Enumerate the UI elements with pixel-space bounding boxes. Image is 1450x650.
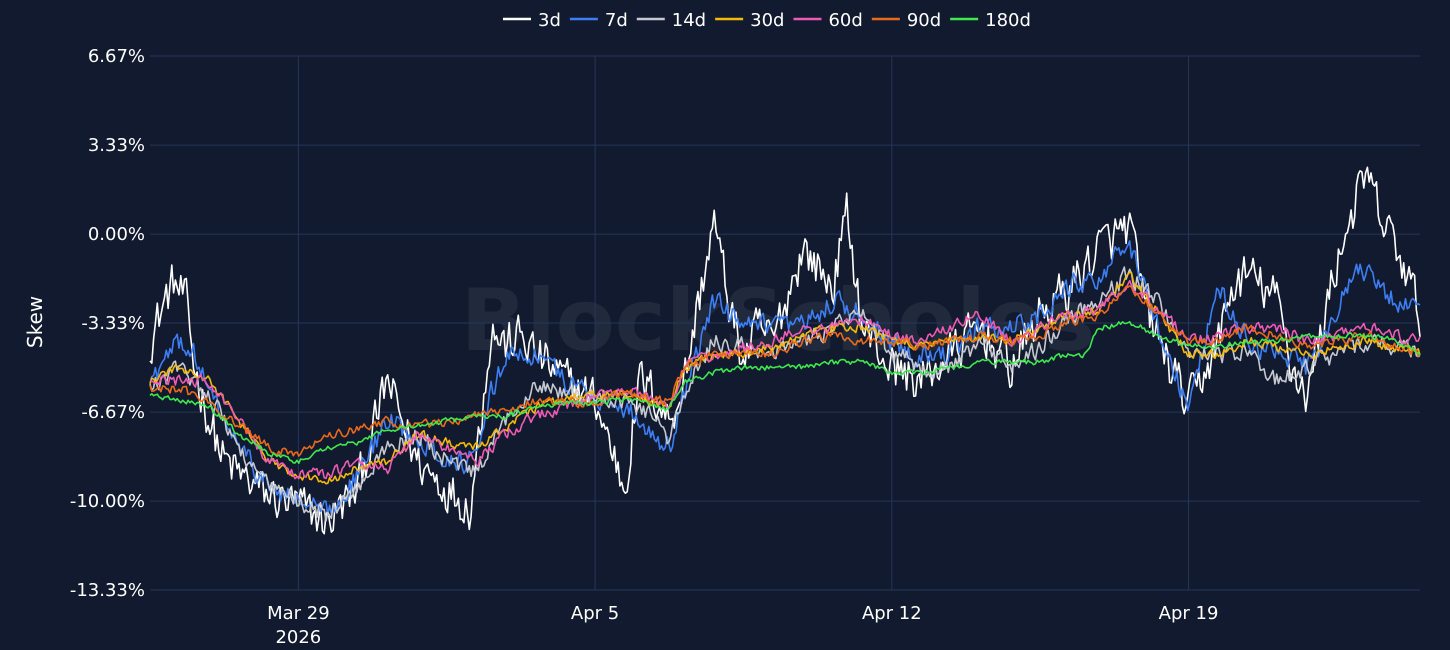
legend: 3d 7d 14d 30d 60d 90d 180d: [503, 10, 1031, 31]
legend-label-180d[interactable]: 180d: [985, 10, 1031, 31]
series-group: [149, 166, 1421, 535]
y-axis-label: Skew: [23, 296, 47, 348]
series-line-60d: [149, 279, 1421, 480]
series-line-180d: [149, 320, 1421, 465]
legend-label-14d[interactable]: 14d: [672, 10, 706, 31]
legend-label-7d[interactable]: 7d: [605, 10, 628, 31]
y-tick-label: -6.67%: [81, 402, 145, 423]
x-tick-label: Apr 5: [571, 603, 619, 624]
series-line-30d: [149, 271, 1421, 485]
series-line-3d: [149, 166, 1421, 535]
legend-label-3d[interactable]: 3d: [538, 10, 561, 31]
x-tick-label: Mar 29: [267, 603, 330, 624]
y-tick-label: -13.33%: [70, 580, 145, 601]
x-axis-ticks: Mar 29 2026 Apr 5 Apr 12 Apr 19: [267, 603, 1218, 648]
legend-label-90d[interactable]: 90d: [907, 10, 941, 31]
y-tick-label: 0.00%: [88, 224, 145, 245]
x-tick-label: Apr 12: [862, 603, 922, 624]
x-tick-label: Apr 19: [1159, 603, 1219, 624]
y-tick-label: 6.67%: [88, 46, 145, 67]
legend-label-60d[interactable]: 60d: [828, 10, 862, 31]
series-line-90d: [149, 285, 1421, 457]
y-tick-label: -10.00%: [70, 491, 145, 512]
y-tick-label: 3.33%: [88, 135, 145, 156]
x-tick-sublabel: 2026: [275, 627, 321, 648]
y-axis-ticks: 6.67% 3.33% 0.00% -3.33% -6.67% -10.00% -13.33…: [70, 46, 145, 601]
legend-label-30d[interactable]: 30d: [750, 10, 784, 31]
y-tick-label: -3.33%: [81, 313, 145, 334]
